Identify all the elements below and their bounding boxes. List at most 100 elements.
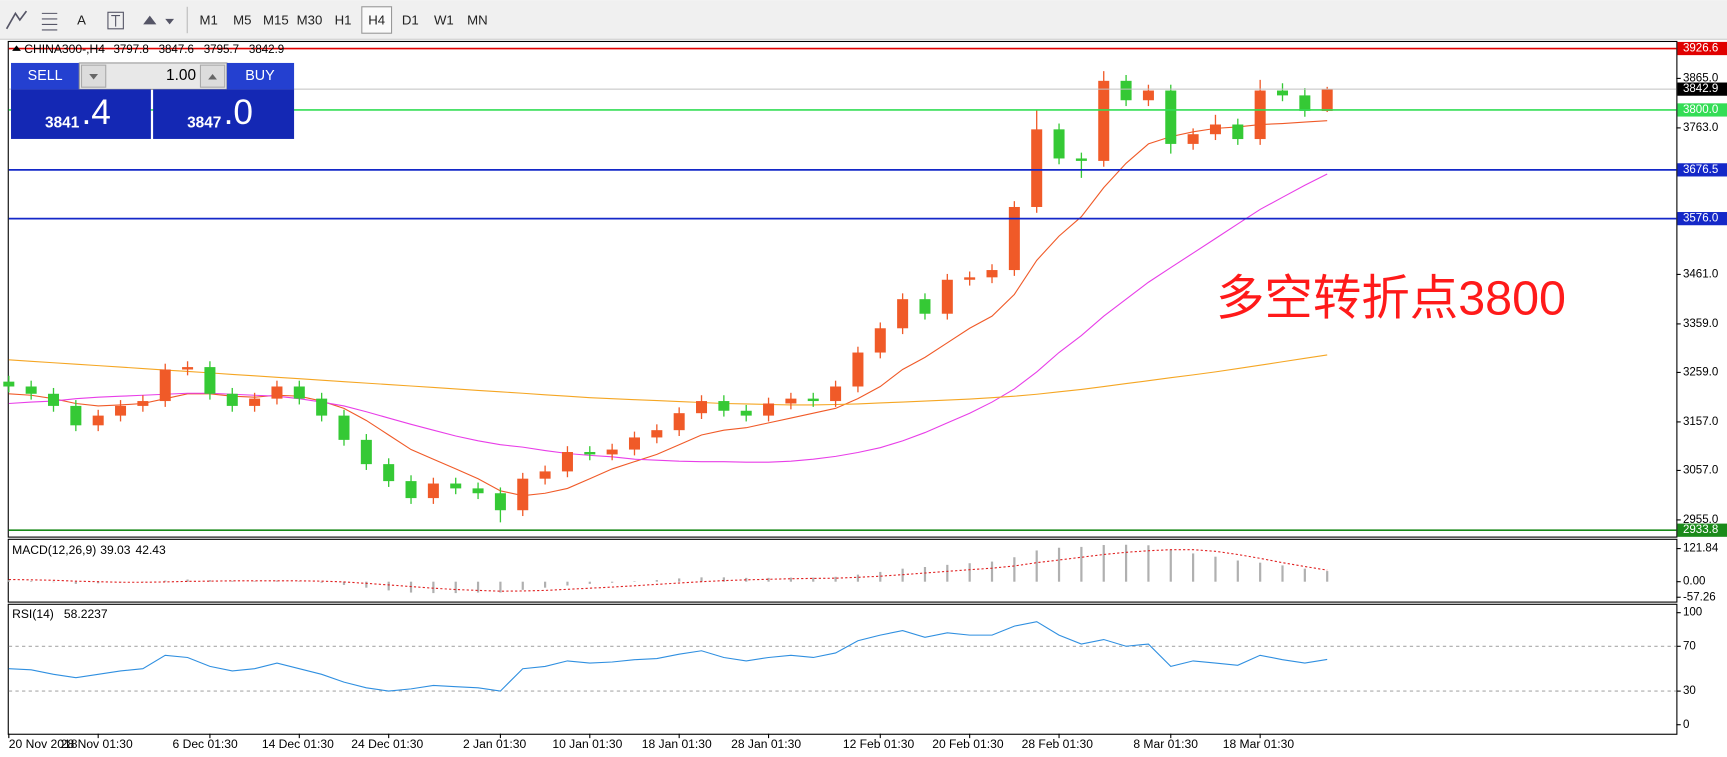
- macd-bar: [298, 581, 301, 582]
- y-tick-label: 2955.0: [1683, 514, 1718, 526]
- candle-body: [986, 270, 998, 278]
- level-tag: [1677, 103, 1727, 117]
- candle-body: [427, 483, 439, 499]
- timeframe-button[interactable]: M5: [233, 13, 251, 28]
- x-tick-label: 12 Feb 01:30: [843, 737, 915, 751]
- macd-bar: [968, 563, 971, 582]
- candle-body: [1187, 134, 1199, 144]
- candle-body: [137, 401, 149, 406]
- timeframe-button[interactable]: H1: [335, 13, 352, 28]
- macd-bar: [97, 581, 100, 584]
- candle-body: [763, 403, 775, 416]
- macd-bar: [7, 580, 10, 582]
- rsi-title: RSI(14): [12, 607, 54, 621]
- macd-bar: [1080, 546, 1083, 582]
- timeframe-button[interactable]: H4: [368, 13, 385, 28]
- y-tick-label: 0: [1683, 719, 1689, 731]
- lot-down-arrow: [89, 73, 99, 80]
- macd-bar: [611, 581, 614, 583]
- macd-bar: [566, 581, 569, 586]
- macd-bar: [432, 581, 435, 594]
- sell-price-box[interactable]: [11, 89, 151, 139]
- macd-bar: [208, 580, 212, 582]
- timeframe-button[interactable]: MN: [467, 13, 488, 28]
- macd-bar: [1035, 550, 1038, 582]
- candle-body: [383, 464, 395, 482]
- candle-body: [249, 398, 261, 406]
- x-tick-label: 24 Dec 01:30: [351, 737, 423, 751]
- current-price-tag: [1677, 82, 1727, 96]
- macd-bar: [186, 579, 189, 582]
- macd-bar: [1281, 565, 1284, 582]
- candle-body: [897, 299, 909, 329]
- level-tag: [1677, 163, 1727, 177]
- y-tick-label: 3763.0: [1683, 122, 1718, 134]
- timeframe-button[interactable]: M30: [297, 13, 323, 28]
- candle-body: [584, 451, 596, 455]
- timeframe-button[interactable]: W1: [434, 13, 454, 28]
- macd-bar: [1214, 556, 1217, 582]
- level-tag-label: 3800.0: [1683, 104, 1718, 116]
- candle-body: [360, 439, 372, 465]
- level-tag-label: 2933.8: [1683, 524, 1718, 536]
- label-tool-icon[interactable]: [107, 11, 124, 30]
- level-tag: [1677, 41, 1727, 56]
- macd-bar: [1259, 562, 1262, 582]
- timeframe-button[interactable]: M1: [200, 13, 218, 28]
- candle-body: [651, 430, 663, 438]
- candle-body: [1142, 90, 1154, 101]
- trade-panel: SELL 1.00 BUY 3841 .4 3847 .0: [11, 62, 295, 139]
- candle-body: [964, 277, 976, 280]
- macd-bar: [633, 581, 636, 582]
- macd-bar: [1169, 549, 1172, 582]
- level-tag: [1677, 523, 1727, 537]
- sell-pips: .4: [82, 93, 111, 132]
- sell-button[interactable]: [11, 62, 80, 90]
- line-tool-icon[interactable]: [5, 10, 28, 30]
- candle-body: [830, 386, 842, 402]
- timeframe-button[interactable]: D1: [402, 13, 419, 28]
- candle-body: [628, 437, 640, 450]
- candle-body: [718, 401, 730, 411]
- buy-button[interactable]: [226, 62, 295, 90]
- buy-label[interactable]: BUY: [245, 68, 275, 84]
- buy-price: 3847: [187, 115, 221, 132]
- macd-bar: [543, 581, 547, 588]
- macd-bar: [1236, 560, 1239, 582]
- macd-bar: [812, 577, 815, 582]
- text-tool[interactable]: A: [77, 13, 86, 28]
- sell-label[interactable]: SELL: [28, 68, 63, 84]
- buy-price-box[interactable]: [153, 89, 295, 139]
- macd-bar: [387, 581, 390, 591]
- timeframe-button[interactable]: M15: [263, 13, 289, 28]
- signal-value: 42.43: [135, 543, 166, 557]
- ohlc-header: 3797.8 3847.6 3795.7 3842.9: [113, 44, 284, 56]
- x-tick-label: 14 Dec 01:30: [262, 737, 334, 751]
- ohlc-high: 3847.6: [159, 44, 194, 56]
- toolbar: A M1 M5 M15 M30 H1 H4 D1 W1 MN: [5, 6, 488, 34]
- macd-bar: [655, 580, 658, 582]
- x-tick-label: 8 Mar 01:30: [1133, 737, 1198, 751]
- lot-value[interactable]: 1.00: [166, 67, 196, 84]
- macd-bar: [789, 577, 793, 582]
- macd-bar: [499, 581, 502, 593]
- macd-bar: [1192, 553, 1195, 582]
- y-tick-label: 3865.0: [1683, 72, 1718, 84]
- rsi-value: 58.2237: [64, 607, 108, 621]
- candle-body: [852, 352, 864, 387]
- fibo-tool-icon[interactable]: [41, 12, 58, 31]
- candle-body: [316, 398, 328, 416]
- macd-bar: [700, 577, 703, 582]
- macd-bar: [74, 581, 77, 584]
- candle-body: [115, 405, 127, 416]
- arrows-tool-icon[interactable]: [143, 15, 175, 25]
- x-tick-label: 10 Jan 01:30: [552, 737, 622, 751]
- macd-bar: [588, 581, 591, 584]
- macd-bar: [253, 581, 256, 582]
- x-tick-label: 28 Feb 01:30: [1022, 737, 1094, 751]
- candle-body: [450, 483, 462, 489]
- candle-body: [919, 299, 931, 314]
- moving-average: [8, 354, 1328, 406]
- candle-body: [293, 386, 305, 399]
